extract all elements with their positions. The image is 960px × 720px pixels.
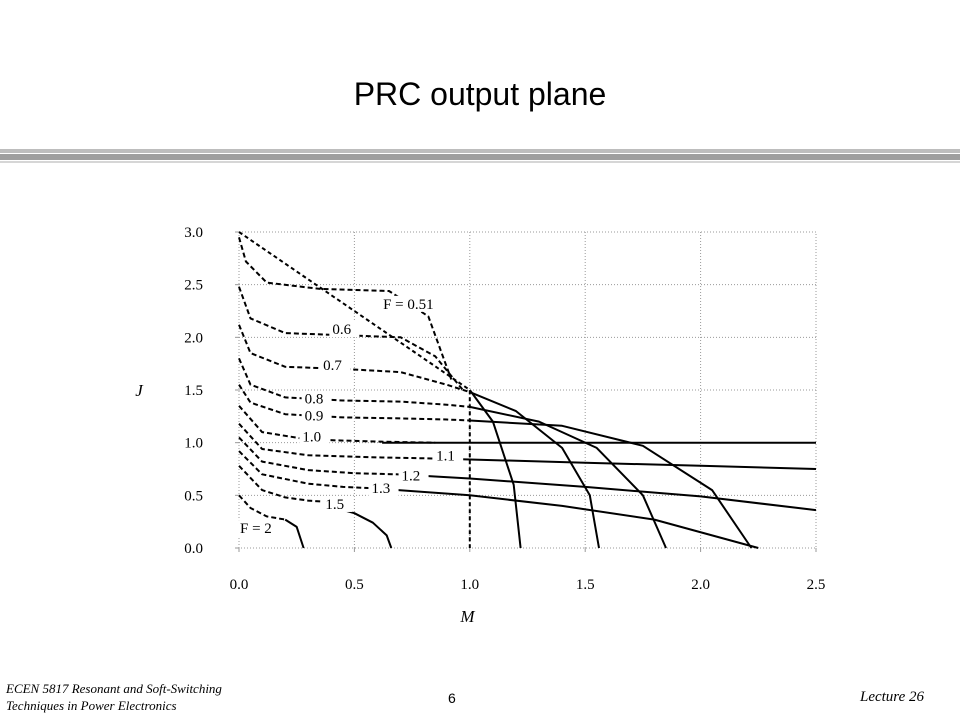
tick-label-x: 0.5 (345, 577, 364, 593)
tick-label-y: 2.0 (184, 330, 203, 346)
title-rule-middle (0, 154, 960, 160)
series-label-F0-7: 0.7 (323, 358, 342, 374)
curve-dashed-F1-2 (238, 436, 396, 476)
curve-dashed-F0-9 (238, 384, 470, 422)
tick-label-y: 1.5 (184, 383, 203, 399)
tick-label-x: 1.0 (460, 577, 479, 593)
curve-dashed-F1-1 (238, 423, 436, 460)
tick-label-x: 0.0 (230, 577, 249, 593)
series-label-bg (301, 407, 332, 424)
tick-label-x: 2.5 (807, 577, 826, 593)
tick-label-y: 0.5 (184, 488, 203, 504)
mode-boundary-line (238, 231, 471, 548)
curve-solid-F1-5 (335, 507, 393, 549)
curve-dashed-F1-5 (238, 465, 325, 503)
series-label-bg (301, 390, 332, 407)
curve-solid-F1-2 (395, 473, 817, 512)
series-label-bg (398, 467, 429, 484)
series-label-bg (329, 321, 360, 338)
series-label-bg (320, 356, 351, 373)
tick-label-y: 0.0 (184, 541, 203, 557)
series-label-bg (322, 495, 353, 512)
tick-label-x: 1.5 (576, 577, 595, 593)
series-label-F1-0: 1.0 (302, 430, 321, 446)
curve-solid-F0-6 (468, 389, 522, 549)
title-rule-top (0, 149, 960, 153)
series-label-bg (237, 520, 283, 537)
title-rule-bottom (0, 161, 960, 163)
curve-dashed-F0-51 (238, 237, 453, 380)
series-label-bg (380, 295, 451, 312)
footer-page-number: 6 (448, 690, 456, 706)
series-label-F1-2: 1.2 (402, 469, 421, 485)
footer-course: ECEN 5817 Resonant and Soft-Switching Te… (6, 680, 222, 714)
curve-dashed-F0-8 (238, 357, 470, 408)
series-label-F0-8: 0.8 (305, 392, 324, 408)
y-axis-label: J (135, 381, 144, 400)
x-axis-label: M (459, 607, 475, 626)
tick-label-x: 2.0 (691, 577, 710, 593)
series-label-F2: F = 2 (240, 521, 272, 537)
tick-label-y: 1.0 (184, 436, 203, 452)
tick-label-y: 3.0 (184, 225, 203, 241)
series-label-F1-5: 1.5 (325, 497, 344, 513)
series-label-F1-3: 1.3 (372, 481, 391, 497)
series-label-F0-6: 0.6 (332, 322, 351, 338)
curve-solid-F1-1 (435, 457, 817, 470)
curve-dashed-F1-0 (238, 405, 436, 444)
footer-course-line1: ECEN 5817 Resonant and Soft-Switching (6, 681, 222, 696)
curve-solid-F0-8 (469, 405, 667, 549)
series-label-bg (368, 480, 399, 497)
tick-label-y: 2.5 (184, 278, 203, 294)
curve-solid-F2 (284, 518, 305, 549)
series-label-bg (299, 428, 330, 445)
series-label-F1-1: 1.1 (436, 449, 455, 465)
curve-solid-F0-7 (469, 391, 600, 549)
chart-labels: F = 0.51 0.6 0.7 0.80.9 1.0 1.1 1.2 1.3 1.5 F = 2 (237, 295, 464, 537)
slide-title: PRC output plane (353, 76, 607, 112)
series-label-F0-51: F = 0.51 (383, 297, 434, 313)
footer-lecture: Lecture 26 (859, 689, 924, 705)
series-label-bg (433, 447, 464, 464)
curve-solid-F1-3 (368, 487, 759, 549)
curve-dashed-F2 (238, 494, 286, 521)
series-label-F0-9: 0.9 (305, 408, 324, 424)
curve-solid-F0-9 (469, 419, 753, 549)
footer-course-line2: Techniques in Power Electronics (6, 698, 177, 713)
chart-axes: 0.0 0.5 1.0 1.5 2.0 2.5 0.0 0.5 1.0 1.5 2.0 2.5 3.0 M… (135, 225, 825, 626)
curve-dashed-F1-3 (238, 450, 369, 489)
chart-curves (238, 231, 817, 549)
